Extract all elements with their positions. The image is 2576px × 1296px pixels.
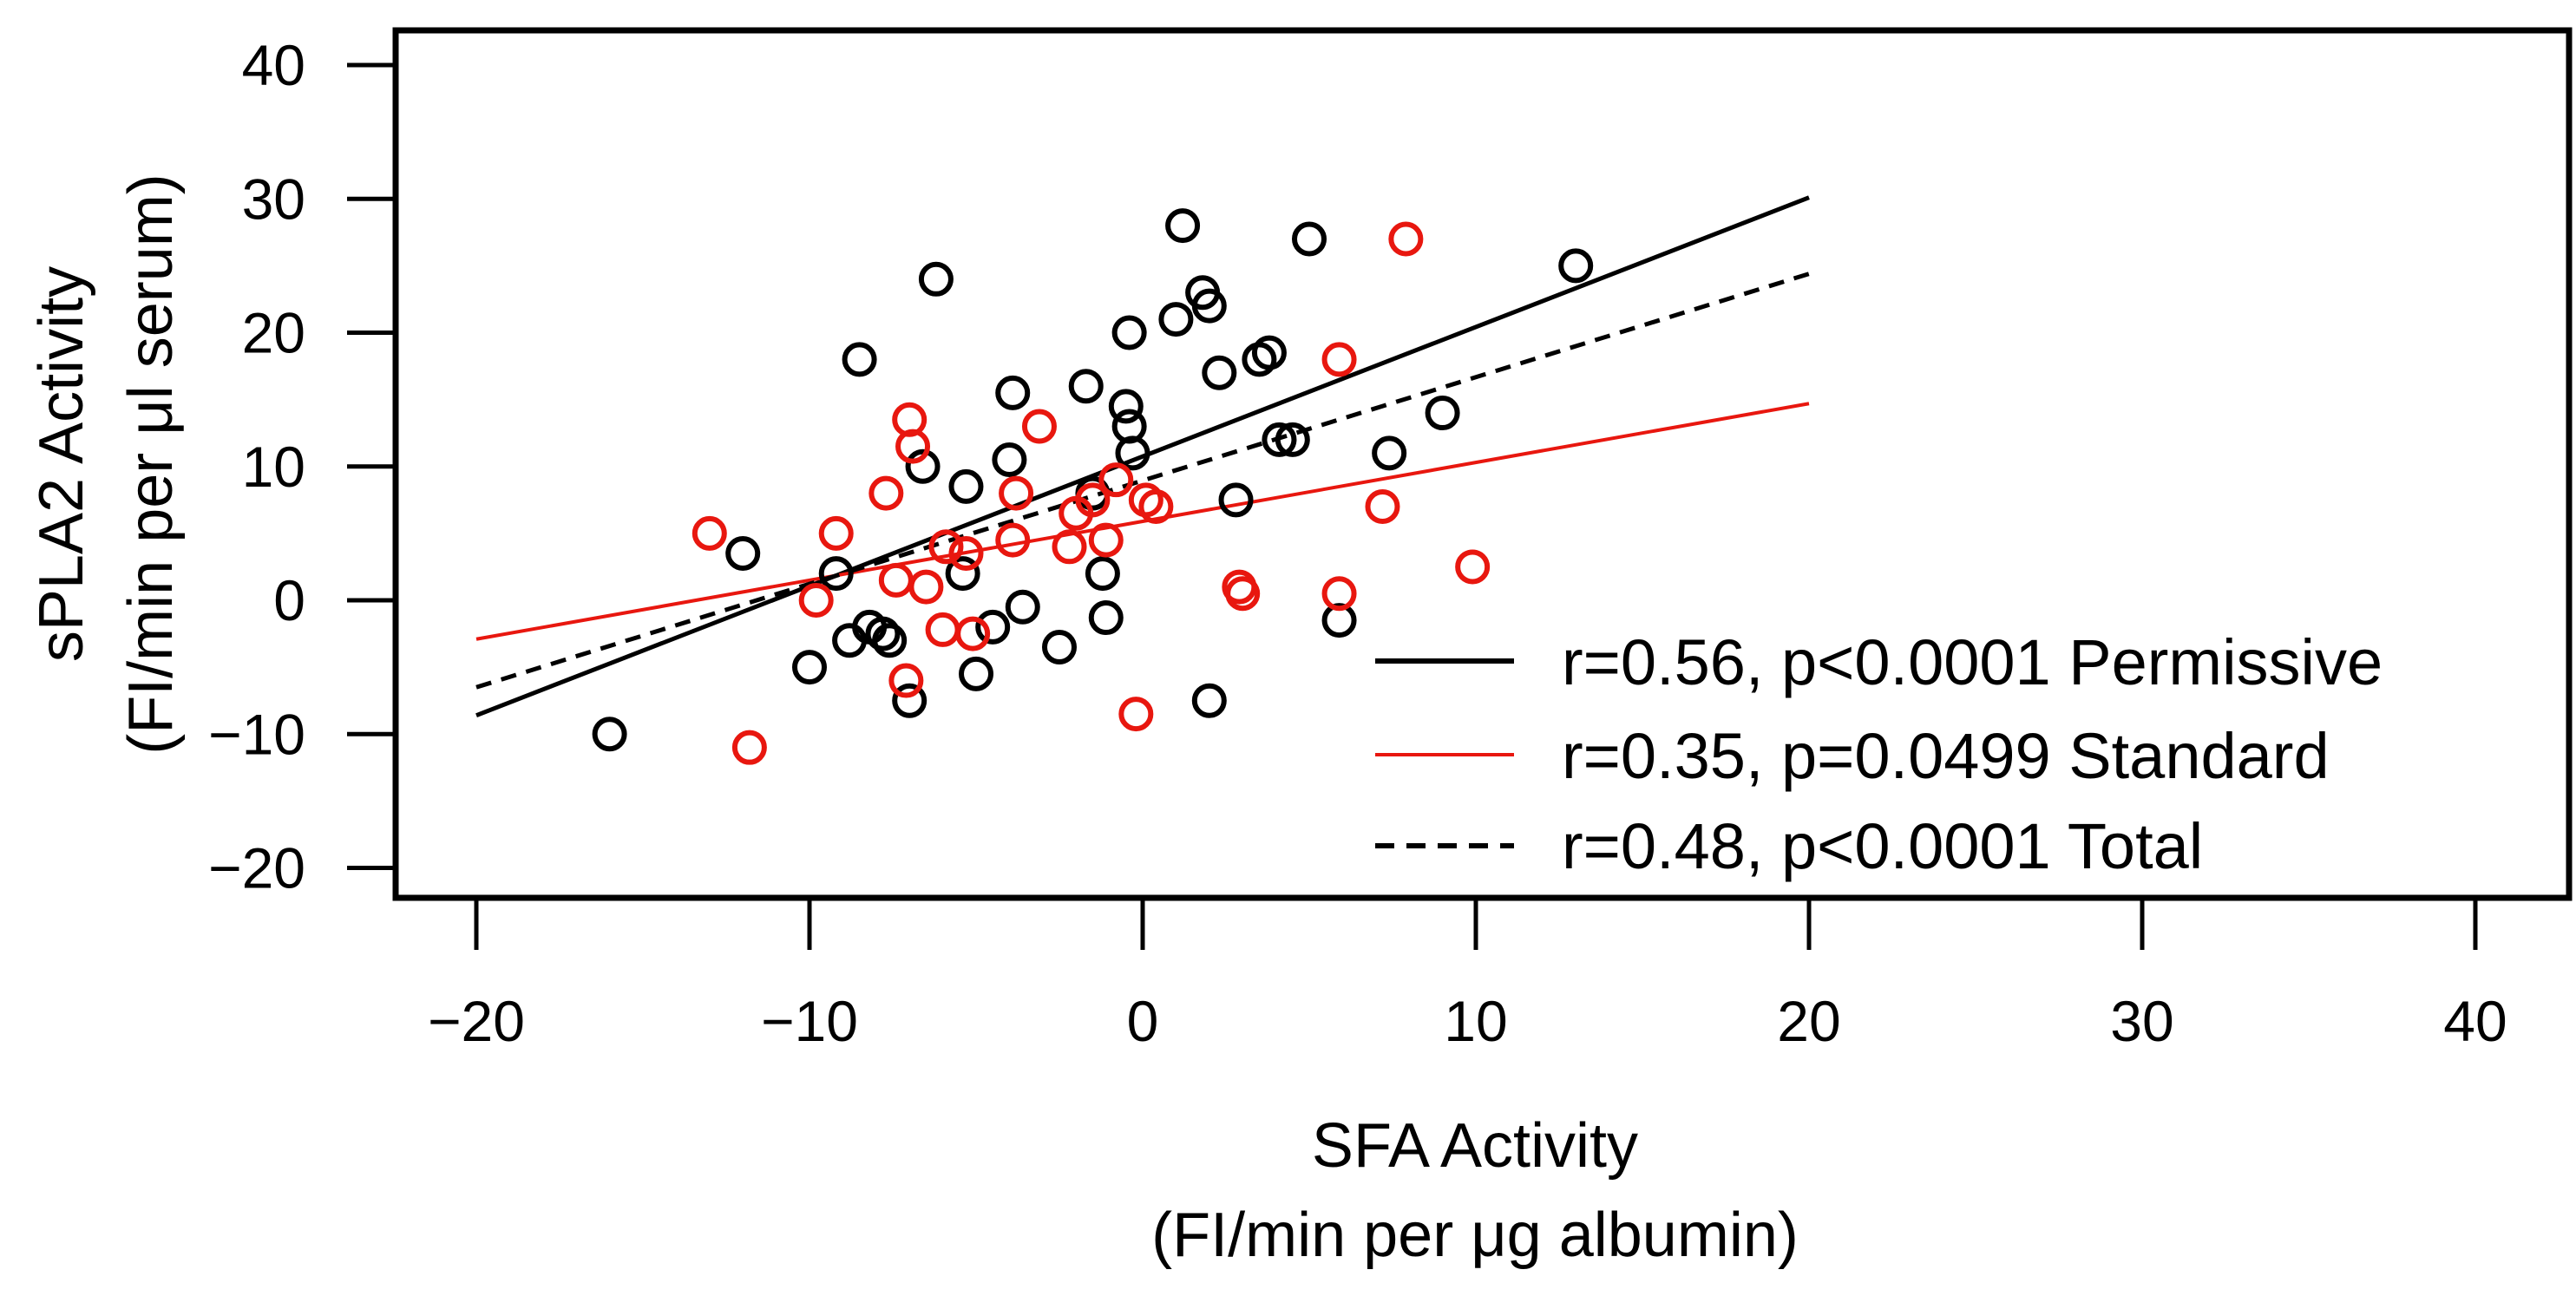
point-permissive bbox=[1558, 248, 1594, 284]
fit-line-standard bbox=[475, 402, 1810, 641]
legend-label-standard: r=0.35, p=0.0499 Standard bbox=[1562, 720, 2330, 792]
x-tick-label: −20 bbox=[428, 989, 525, 1053]
plot-frame bbox=[392, 27, 2573, 901]
point-permissive bbox=[1111, 315, 1147, 350]
point-permissive bbox=[1158, 302, 1194, 337]
point-permissive bbox=[842, 342, 877, 377]
point-standard bbox=[1052, 529, 1087, 565]
x-axis-title-line2: (FI/min per μg albumin) bbox=[1151, 1201, 1799, 1270]
point-permissive bbox=[1425, 396, 1460, 431]
point-standard bbox=[798, 583, 834, 618]
point-standard bbox=[995, 522, 1031, 558]
point-standard bbox=[1455, 549, 1491, 585]
x-tick-label: 10 bbox=[1444, 989, 1507, 1053]
point-standard bbox=[868, 475, 904, 511]
point-standard bbox=[1321, 342, 1357, 377]
point-permissive bbox=[1068, 369, 1104, 404]
y-axis: −20 −10 0 10 20 30 40 bbox=[208, 33, 396, 900]
point-permissive bbox=[1115, 435, 1150, 471]
point-standard bbox=[925, 612, 960, 647]
y-axis-title-line1: sPLA2 Activity bbox=[27, 266, 96, 662]
legend-label-total: r=0.48, p<0.0001 Total bbox=[1562, 810, 2203, 882]
y-tick-label: 0 bbox=[273, 568, 305, 632]
y-tick-label: −20 bbox=[208, 836, 305, 900]
point-standard bbox=[1098, 462, 1134, 498]
point-standard bbox=[731, 730, 767, 765]
point-standard bbox=[1388, 221, 1424, 257]
point-standard bbox=[1321, 576, 1357, 612]
point-permissive bbox=[905, 448, 941, 484]
x-tick-label: 0 bbox=[1127, 989, 1159, 1053]
y-tick-label: 20 bbox=[242, 301, 305, 365]
point-permissive bbox=[975, 609, 1011, 645]
point-permissive bbox=[865, 616, 901, 651]
fit-line-permissive bbox=[475, 195, 1810, 717]
point-permissive bbox=[992, 442, 1027, 478]
y-axis-title-line2: (FI/min per μl serum) bbox=[116, 173, 186, 755]
point-standard bbox=[1021, 409, 1057, 444]
point-permissive bbox=[1005, 589, 1040, 625]
point-permissive bbox=[592, 717, 627, 752]
x-tick-label: −10 bbox=[761, 989, 858, 1053]
x-tick-label: 30 bbox=[2110, 989, 2173, 1053]
point-standard bbox=[818, 515, 854, 551]
point-permissive bbox=[872, 623, 908, 658]
point-standard bbox=[888, 663, 924, 698]
point-permissive bbox=[892, 683, 927, 718]
point-permissive bbox=[1292, 221, 1327, 257]
point-permissive bbox=[1191, 683, 1227, 718]
point-permissive bbox=[1191, 288, 1227, 324]
point-standard bbox=[948, 536, 984, 572]
point-permissive bbox=[1218, 482, 1254, 518]
point-permissive bbox=[1262, 422, 1297, 457]
point-standard bbox=[955, 616, 991, 651]
point-permissive bbox=[1042, 629, 1077, 664]
point-standard bbox=[692, 515, 727, 551]
point-permissive bbox=[1088, 600, 1124, 636]
point-permissive bbox=[918, 261, 954, 297]
y-tick-label: 40 bbox=[242, 33, 305, 97]
point-standard bbox=[928, 529, 964, 565]
point-permissive bbox=[959, 656, 993, 691]
point-permissive bbox=[1165, 208, 1201, 244]
point-standard bbox=[1225, 576, 1261, 612]
y-tick-label: −10 bbox=[208, 702, 305, 766]
point-permissive bbox=[1085, 556, 1120, 592]
x-axis: −20 −10 0 10 20 30 40 bbox=[428, 898, 2507, 1053]
point-standard bbox=[908, 569, 944, 605]
data-points bbox=[592, 208, 1594, 765]
legend: r=0.56, p<0.0001 Permissive r=0.35, p=0.… bbox=[1375, 626, 2383, 882]
y-tick-label: 10 bbox=[242, 435, 305, 499]
x-axis-title-line1: SFA Activity bbox=[1312, 1111, 1638, 1181]
point-standard bbox=[999, 475, 1034, 511]
point-standard bbox=[1088, 522, 1124, 558]
x-tick-label: 20 bbox=[1777, 989, 1840, 1053]
point-permissive bbox=[945, 556, 980, 592]
y-tick-label: 30 bbox=[242, 167, 305, 231]
point-standard bbox=[1118, 697, 1154, 732]
point-standard bbox=[878, 562, 914, 598]
point-standard bbox=[1075, 482, 1111, 518]
point-standard bbox=[1365, 489, 1400, 525]
regression-lines bbox=[475, 195, 1810, 717]
point-permissive bbox=[1251, 335, 1287, 370]
point-permissive bbox=[1108, 389, 1144, 424]
point-permissive bbox=[725, 536, 761, 572]
point-permissive bbox=[818, 556, 854, 592]
point-standard bbox=[1138, 489, 1174, 525]
x-tick-label: 40 bbox=[2443, 989, 2507, 1053]
point-permissive bbox=[1202, 355, 1237, 390]
point-permissive bbox=[1275, 422, 1310, 457]
point-permissive bbox=[995, 375, 1031, 410]
point-permissive bbox=[1372, 435, 1407, 471]
point-standard bbox=[895, 429, 931, 464]
point-permissive bbox=[1321, 603, 1357, 638]
point-permissive bbox=[948, 468, 984, 504]
point-permissive bbox=[792, 650, 827, 685]
legend-label-permissive: r=0.56, p<0.0001 Permissive bbox=[1562, 626, 2383, 698]
